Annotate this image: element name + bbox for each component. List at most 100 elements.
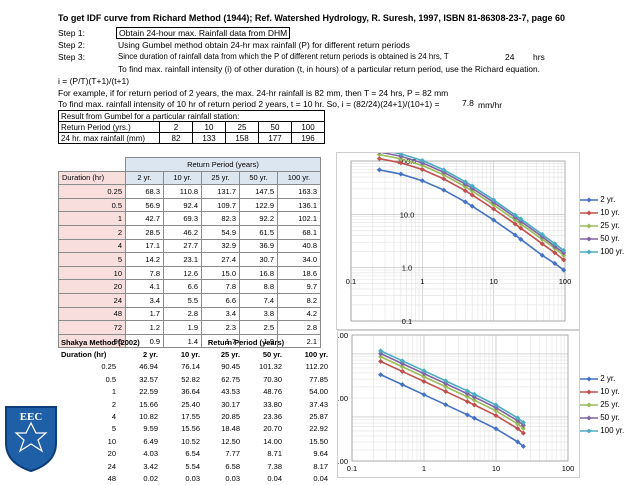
series-line <box>379 153 565 257</box>
shakya-value-cell: 0.03 <box>225 473 240 483</box>
y-tick-label: 20.00 <box>338 394 348 403</box>
richard-row: 96 0.9 1.4 1.7 1.9 2.1 <box>58 333 321 349</box>
richard-row: 48 1.7 2.8 3.4 3.8 4.2 <box>58 306 321 322</box>
chart-2-legend: 2 yr. 10 yr. 25 yr. 50 yr. 100 yr. <box>580 374 638 444</box>
data-point <box>421 392 427 398</box>
richard-value-cell: 42.7 <box>125 211 164 226</box>
richard-row: 0.5 56.9 92.4 109.7 122.9 136.1 <box>58 197 321 213</box>
shakya-row: 10 6.49 10.52 12.50 14.00 15.50 <box>58 435 331 447</box>
shield-icon <box>5 406 57 473</box>
legend-item: 25 yr. <box>580 400 620 409</box>
data-point <box>464 399 470 405</box>
gumbel-table: Result from Gumbel for a particular rain… <box>58 110 325 144</box>
shakya-duration-cell: 2 <box>111 399 116 409</box>
richard-value-cell: 1.2 <box>125 320 164 335</box>
data-point <box>421 378 427 384</box>
data-point <box>512 221 518 227</box>
shakya-value-cell: 6.58 <box>225 461 240 471</box>
shakya-duration-cell: 24 <box>107 461 116 471</box>
legend-label: 10 yr. <box>598 208 620 217</box>
shakya-value-cell: 52.82 <box>181 374 200 384</box>
column-header: 50 yr. <box>239 170 278 186</box>
step-3-unit: hrs <box>533 52 545 62</box>
shakya-value-cell: 20.70 <box>263 424 282 434</box>
richard-value-cell: 147.5 <box>239 184 278 199</box>
chart-2-frame: 0.1 1 10 100 2.00 20.00 200.00 <box>325 330 580 478</box>
column-header: 10 yr. <box>163 170 202 186</box>
shakya-row: 1 22.59 36.64 43.53 48.76 54.00 <box>58 386 331 398</box>
gumbel-period: 2 <box>159 121 193 133</box>
shakya-value-cell: 0.04 <box>267 473 282 483</box>
x-tick-label: 100 <box>559 277 572 286</box>
shakya-column-header: 10 yr. <box>180 350 200 360</box>
shakya-row: 0.25 46.94 76.14 90.45 101.32 112.20 <box>58 361 331 373</box>
richard-duration-cell: 72 <box>58 320 126 335</box>
legend-label: 10 yr. <box>598 387 620 396</box>
shakya-row: 48 0.02 0.03 0.03 0.04 0.04 <box>58 472 331 484</box>
richard-value-cell: 102.1 <box>277 211 321 226</box>
shakya-value-cell: 5.54 <box>185 461 200 471</box>
shakya-value-cell: 30.17 <box>221 399 240 409</box>
duration-label: Duration (hr) <box>58 170 126 186</box>
legend-item: 10 yr. <box>580 208 620 217</box>
shakya-value-cell: 33.80 <box>263 399 282 409</box>
series-line <box>379 148 565 252</box>
data-point <box>520 443 526 449</box>
step-1-text: Obtain 24-hour max. Rainfall data from D… <box>116 27 291 39</box>
y-tick-label: 200.00 <box>338 331 348 340</box>
legend-label: 100 yr. <box>598 426 625 435</box>
shakya-duration-cell: 48 <box>107 473 116 483</box>
data-point <box>464 388 470 394</box>
gumbel-rainfall: 133 <box>192 132 226 144</box>
shakya-column-header: 2 yr. <box>142 350 158 360</box>
shakya-column-header: 50 yr. <box>262 350 282 360</box>
legend-swatch <box>580 197 598 203</box>
richard-duration-cell: 96 <box>58 333 126 349</box>
richard-duration-cell: 20 <box>58 279 126 294</box>
series-line <box>379 169 565 271</box>
shakya-row: 24 3.42 5.54 6.58 7.38 8.17 <box>58 460 331 472</box>
legend-swatch <box>580 210 598 216</box>
data-point <box>378 358 384 364</box>
richard-value-cell: 2.1 <box>277 333 321 349</box>
richard-value-cell: 3.4 <box>201 306 240 322</box>
y-tick-label: 10.0 <box>400 210 415 219</box>
data-point <box>421 368 427 374</box>
richard-row: 4 17.1 27.7 32.9 36.9 40.8 <box>58 238 321 254</box>
richard-duration-cell: 0.5 <box>58 197 126 213</box>
y-tick-label: 1.0 <box>402 264 412 273</box>
data-point <box>493 413 499 419</box>
x-tick-label: 0.1 <box>347 464 357 473</box>
shakya-duration-label: Duration (hr) <box>61 350 107 360</box>
step-2-text: Using Gumbel method obtain 24-hr max rai… <box>118 40 410 50</box>
legend-label: 2 yr. <box>598 195 616 204</box>
richard-value-cell: 15.0 <box>201 265 240 281</box>
richard-value-cell: 7.8 <box>125 265 164 281</box>
richard-value-cell: 68.3 <box>125 184 164 199</box>
shakya-value-cell: 112.20 <box>305 362 328 372</box>
shakya-value-cell: 90.45 <box>221 362 240 372</box>
eec-logo: EEC <box>5 406 57 473</box>
richard-value-cell: 36.9 <box>239 238 278 254</box>
shakya-value-cell: 22.92 <box>309 424 328 434</box>
richard-table: Return Period (years) Duration (hr) 2 yr… <box>58 157 321 349</box>
x-tick-label: 1 <box>420 277 424 286</box>
shakya-value-cell: 9.59 <box>143 424 158 434</box>
legend-label: 50 yr. <box>598 413 620 422</box>
richard-value-cell: 27.7 <box>163 238 202 254</box>
data-point <box>491 217 497 223</box>
step-2-label: Step 2: <box>58 40 85 50</box>
legend-swatch <box>580 415 598 421</box>
richard-value-cell: 12.6 <box>163 265 202 281</box>
series-line <box>379 151 565 254</box>
shakya-value-cell: 36.64 <box>181 387 200 397</box>
data-point <box>469 192 475 198</box>
x-tick-label: 10 <box>489 277 497 286</box>
gumbel-rainfall-label: 24 hr. max rainfall (mm) <box>58 132 160 144</box>
richard-value-cell: 3.4 <box>125 292 164 308</box>
legend-swatch <box>580 402 598 408</box>
richard-value-cell: 2.8 <box>163 306 202 322</box>
data-point <box>443 388 449 395</box>
shakya-value-cell: 8.71 <box>267 449 282 459</box>
shakya-value-cell: 48.76 <box>263 387 282 397</box>
